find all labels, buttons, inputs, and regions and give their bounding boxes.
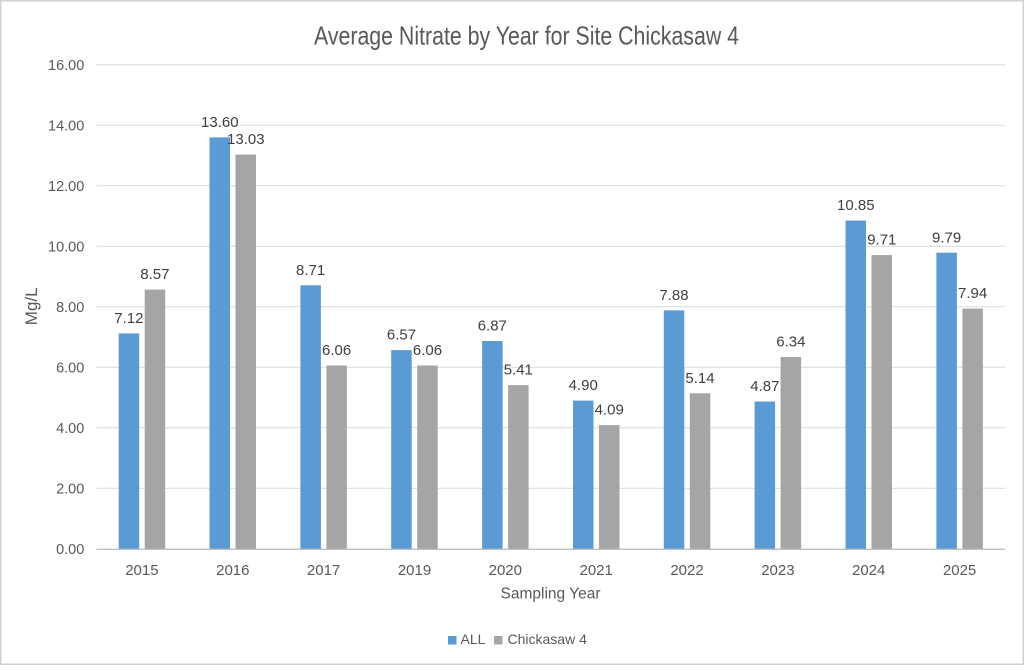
svg-text:2022: 2022 (670, 562, 703, 579)
svg-text:2019: 2019 (398, 562, 431, 579)
svg-text:Average Nitrate by Year for Si: Average Nitrate by Year for Site Chickas… (314, 20, 739, 50)
svg-text:2015: 2015 (125, 562, 158, 579)
svg-text:6.06: 6.06 (322, 342, 351, 359)
svg-text:6.00: 6.00 (56, 360, 84, 376)
svg-text:4.90: 4.90 (569, 377, 598, 394)
svg-text:5.41: 5.41 (504, 362, 533, 379)
svg-text:7.88: 7.88 (659, 287, 688, 304)
svg-text:6.87: 6.87 (478, 318, 507, 335)
svg-text:2025: 2025 (943, 562, 976, 579)
svg-text:7.94: 7.94 (958, 285, 987, 302)
svg-text:4.87: 4.87 (750, 378, 779, 395)
svg-text:13.60: 13.60 (201, 114, 239, 131)
svg-text:16.00: 16.00 (48, 58, 84, 74)
svg-text:4.00: 4.00 (56, 421, 84, 437)
svg-text:5.14: 5.14 (685, 370, 714, 387)
svg-text:Sampling Year: Sampling Year (501, 586, 601, 603)
svg-text:0.00: 0.00 (56, 542, 84, 558)
svg-text:ALL: ALL (461, 631, 486, 647)
svg-text:2.00: 2.00 (56, 481, 84, 497)
svg-text:13.03: 13.03 (227, 131, 265, 148)
svg-text:8.00: 8.00 (56, 300, 84, 316)
svg-text:2020: 2020 (489, 562, 522, 579)
svg-text:12.00: 12.00 (48, 179, 84, 195)
svg-text:4.09: 4.09 (595, 402, 624, 419)
svg-text:10.00: 10.00 (48, 239, 84, 255)
svg-text:7.12: 7.12 (114, 310, 143, 327)
svg-text:6.06: 6.06 (413, 342, 442, 359)
svg-text:2023: 2023 (761, 562, 794, 579)
svg-text:9.71: 9.71 (867, 232, 896, 249)
svg-text:14.00: 14.00 (48, 118, 84, 134)
svg-text:8.71: 8.71 (296, 262, 325, 279)
svg-text:2024: 2024 (852, 562, 885, 579)
svg-text:9.79: 9.79 (932, 229, 961, 246)
svg-text:Mg/L: Mg/L (22, 287, 41, 325)
svg-text:Chickasaw 4: Chickasaw 4 (508, 631, 588, 647)
svg-text:2017: 2017 (307, 562, 340, 579)
svg-text:2016: 2016 (216, 562, 249, 579)
svg-text:6.57: 6.57 (387, 327, 416, 344)
svg-text:6.34: 6.34 (776, 334, 805, 351)
svg-text:10.85: 10.85 (837, 197, 875, 214)
svg-text:8.57: 8.57 (140, 266, 169, 283)
svg-text:2021: 2021 (580, 562, 613, 579)
